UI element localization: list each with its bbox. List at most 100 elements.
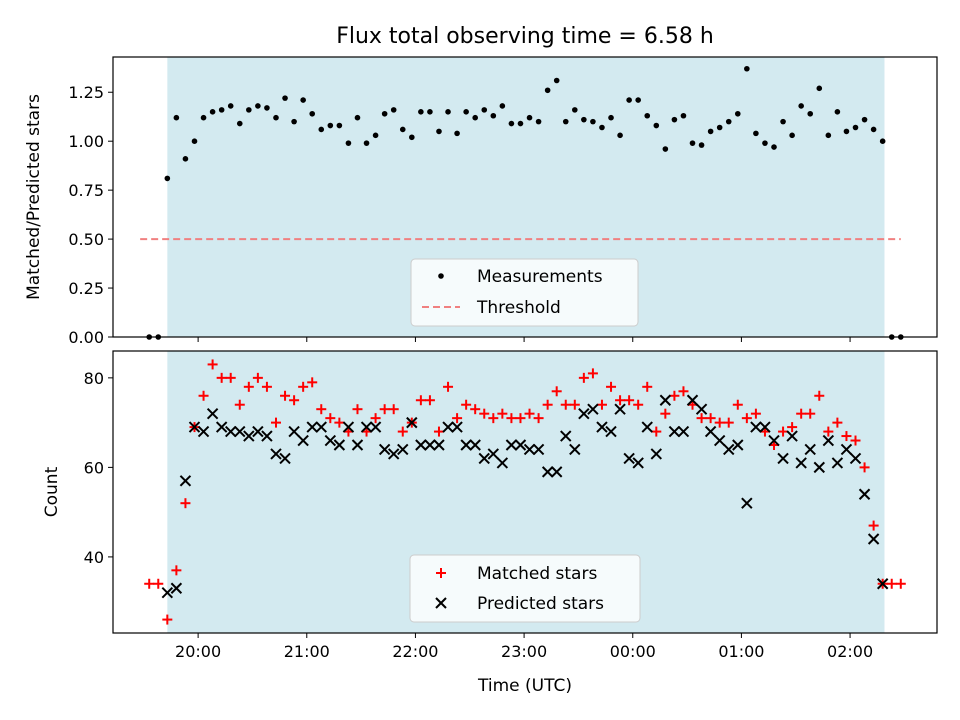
predicted-star-point xyxy=(324,434,337,447)
predicted-star-point xyxy=(297,434,309,447)
predicted-star-point xyxy=(188,421,201,433)
matched-star-point xyxy=(569,399,580,410)
measurement-point xyxy=(345,140,352,146)
matched-star-point xyxy=(370,413,381,424)
measurement-point xyxy=(861,116,868,123)
predicted-star-point xyxy=(759,421,771,433)
x-tick-label: 22:00 xyxy=(392,642,438,661)
matched-star-point xyxy=(814,390,825,401)
measurement-point xyxy=(318,126,325,133)
matched-star-point xyxy=(325,413,336,424)
predicted-star-point xyxy=(378,443,391,456)
predicted-star-point xyxy=(261,430,273,442)
predicted-star-point xyxy=(469,439,481,451)
predicted-star-point xyxy=(505,439,518,451)
predicted-star-point xyxy=(695,403,708,415)
predicted-star-point xyxy=(813,461,825,474)
matched-star-point xyxy=(334,417,345,428)
predicted-star-point xyxy=(867,533,880,545)
predicted-star-point xyxy=(523,443,536,456)
predicted-star-point xyxy=(596,421,608,433)
count-panel-frame xyxy=(112,350,938,634)
predicted-star-point xyxy=(668,425,681,438)
measurement-point xyxy=(246,107,252,113)
matched-star-point xyxy=(651,426,662,437)
matched-star-point xyxy=(669,390,680,401)
matched-star-point xyxy=(895,578,906,589)
predicted-star-point xyxy=(876,578,889,590)
ratio-legend: Measurements Threshold xyxy=(410,258,639,327)
y-tick-label: 0.75 xyxy=(68,181,104,200)
predicted-star-point xyxy=(179,475,192,487)
matched-star-point xyxy=(868,520,879,531)
matched-star-point xyxy=(433,426,444,437)
y-tick-label: 0.00 xyxy=(68,328,104,347)
measurement-point xyxy=(309,110,316,117)
matched-star-point xyxy=(841,431,852,442)
matched-star-point xyxy=(587,368,598,379)
matched-star-point xyxy=(497,408,508,419)
predicted-star-point xyxy=(252,425,264,438)
measurement-point xyxy=(653,122,660,129)
measurement-point xyxy=(581,116,587,123)
count-y-axis-label: Count xyxy=(42,466,62,517)
predicted-star-point xyxy=(804,443,816,456)
matched-star-point xyxy=(234,399,245,410)
predicted-star-point xyxy=(369,421,382,433)
predicted-star-point xyxy=(541,466,554,478)
predicted-star-point xyxy=(632,457,644,469)
measurement-point xyxy=(671,116,678,123)
measurement-point xyxy=(798,103,804,109)
matched-star-point xyxy=(823,426,834,437)
matched-star-point xyxy=(397,426,408,437)
matched-star-point xyxy=(778,426,789,437)
measurement-point xyxy=(164,175,171,182)
measurement-point xyxy=(753,130,759,137)
matched-star-point xyxy=(289,395,300,406)
measurement-point xyxy=(590,118,596,125)
predicted-star-point xyxy=(614,403,626,415)
measurement-point xyxy=(291,118,297,125)
measurement-point xyxy=(771,144,777,150)
x-tick-label: 00:00 xyxy=(610,642,656,661)
y-tick-label: 1.25 xyxy=(68,83,104,102)
measurement-point xyxy=(173,114,180,121)
count-legend: Matched stars Predicted stars xyxy=(409,554,641,623)
predicted-star-point xyxy=(161,587,174,599)
measurement-point xyxy=(227,103,234,109)
x-tick-label: 20:00 xyxy=(175,642,221,661)
matched-star-point xyxy=(506,413,517,424)
matched-star-point xyxy=(714,417,725,428)
predicted-star-point xyxy=(496,457,509,469)
predicted-star-point xyxy=(387,448,400,460)
measurement-point xyxy=(490,112,497,119)
measurement-point xyxy=(454,130,460,137)
predicted-star-point xyxy=(315,421,327,433)
predicted-star-point xyxy=(786,430,798,442)
predicted-star-point xyxy=(234,425,246,438)
matched-star-point xyxy=(615,395,626,406)
predicted-star-point xyxy=(342,421,355,433)
legend-matched-label: Matched stars xyxy=(477,564,597,584)
legend-measurements-label: Measurements xyxy=(477,267,603,287)
legend-threshold-label: Threshold xyxy=(476,298,561,318)
measurement-point xyxy=(472,114,478,121)
x-tick-label: 02:00 xyxy=(827,642,873,661)
measurement-point xyxy=(390,107,397,113)
legend-matched-marker xyxy=(436,568,446,578)
measurement-point xyxy=(191,138,198,144)
measurement-point xyxy=(608,114,614,121)
matched-star-point xyxy=(243,381,254,392)
y-tick-label: 0.50 xyxy=(68,230,104,249)
measurement-point xyxy=(535,118,542,125)
predicted-star-point xyxy=(206,407,219,420)
measurement-point xyxy=(879,138,886,144)
matched-star-point xyxy=(488,413,499,424)
measurement-point xyxy=(662,146,669,152)
predicted-star-point xyxy=(478,452,490,465)
predicted-star-point xyxy=(750,421,762,433)
measurement-point xyxy=(635,97,641,103)
predicted-star-point xyxy=(560,430,572,442)
matched-star-point xyxy=(225,372,236,383)
